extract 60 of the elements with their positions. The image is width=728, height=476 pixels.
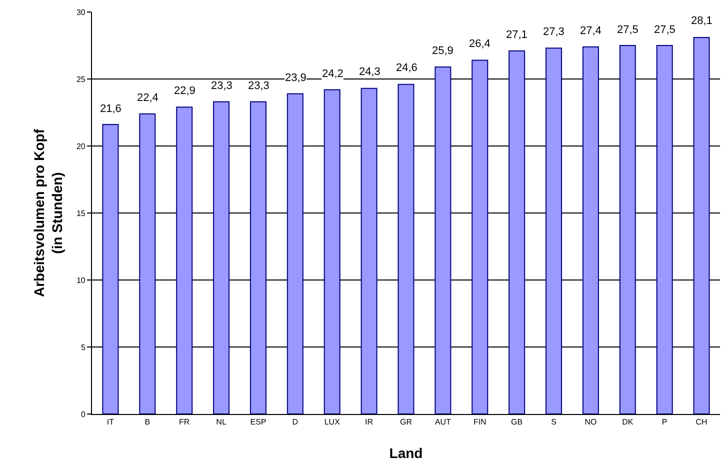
bar xyxy=(324,89,340,414)
data-label: 24,3 xyxy=(359,66,380,78)
x-tick-label: P xyxy=(662,418,668,427)
data-label: 22,9 xyxy=(174,85,196,97)
data-label: 24,2 xyxy=(322,68,344,80)
data-label: 22,4 xyxy=(137,92,158,104)
bar xyxy=(434,66,452,414)
y-tick-label: 10 xyxy=(76,276,86,285)
x-tick-label: LUX xyxy=(324,418,341,427)
data-label: 24,6 xyxy=(396,62,418,74)
data-label: 27,1 xyxy=(506,29,528,41)
data-label: 26,4 xyxy=(469,38,490,50)
x-tick-label: DK xyxy=(622,418,634,427)
x-tick-label: IR xyxy=(365,418,374,427)
x-tick-label: B xyxy=(144,418,150,427)
x-tick-label: S xyxy=(551,418,556,427)
y-tick-label: 15 xyxy=(76,208,86,218)
data-label: 27,3 xyxy=(543,26,564,38)
bar xyxy=(360,88,378,414)
x-tick-label: NO xyxy=(584,418,597,427)
x-tick-label: FIN xyxy=(473,418,487,427)
data-label: 27,5 xyxy=(654,24,676,36)
data-label: 23,9 xyxy=(285,72,306,84)
x-tick-label: IT xyxy=(106,418,114,427)
bar xyxy=(582,46,599,414)
x-tick-label: AUT xyxy=(434,418,452,427)
data-label: 27,5 xyxy=(617,24,638,36)
bar xyxy=(213,101,230,414)
x-tick-label: D xyxy=(292,418,298,427)
bar xyxy=(508,50,526,414)
bar xyxy=(693,36,710,414)
x-tick-label: NL xyxy=(216,418,227,427)
bar xyxy=(176,106,193,414)
data-label: 28,1 xyxy=(691,15,712,27)
bar xyxy=(619,45,636,414)
bar xyxy=(102,124,119,414)
x-tick-label: GR xyxy=(400,418,412,427)
bar xyxy=(250,101,266,414)
bar xyxy=(139,113,156,414)
x-tick-label: CH xyxy=(696,418,708,427)
data-label: 21,6 xyxy=(100,103,122,115)
bar xyxy=(546,48,562,414)
x-tick-label: FR xyxy=(179,418,190,427)
x-tick-label: GB xyxy=(511,418,523,427)
y-tick-label: 25 xyxy=(76,74,86,84)
data-label: 23,3 xyxy=(248,80,270,92)
bar xyxy=(286,93,304,414)
data-label: 23,3 xyxy=(211,80,232,92)
bar xyxy=(472,60,488,414)
y-tick-label: 0 xyxy=(80,410,86,419)
bar xyxy=(656,45,673,414)
y-tick-label: 30 xyxy=(76,8,86,17)
y-tick-label: 5 xyxy=(80,342,86,352)
x-axis-title: Land xyxy=(389,444,423,461)
bar xyxy=(398,84,414,414)
data-label: 27,4 xyxy=(580,25,602,37)
y-axis-title: Arbeitsvolumen pro Kopf (in Stunden) xyxy=(30,128,66,298)
data-label: 25,9 xyxy=(432,45,454,57)
x-tick-label: ESP xyxy=(250,418,266,427)
y-tick-label: 20 xyxy=(76,142,86,151)
